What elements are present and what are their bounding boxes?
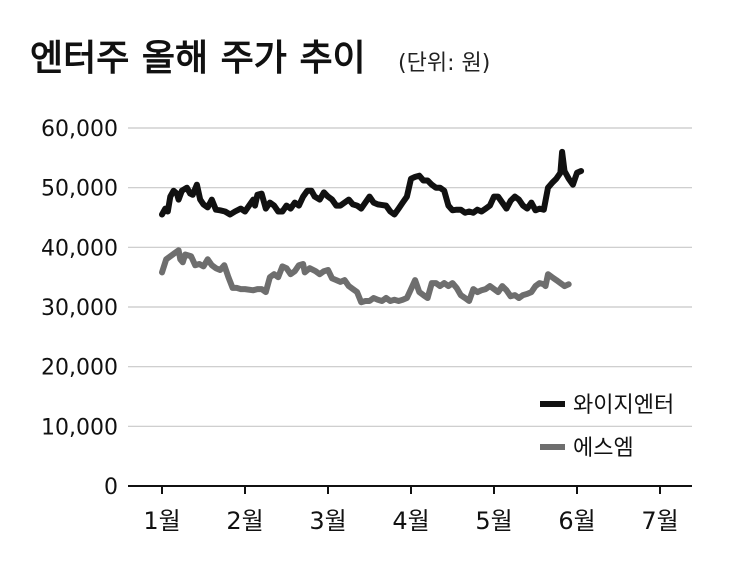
- legend: 와이지엔터 에스엠: [540, 393, 674, 461]
- gridlines: [128, 127, 692, 427]
- x-tick-label: 7월: [641, 507, 678, 535]
- y-tick-label: 10,000: [41, 415, 118, 440]
- x-tick-label: 3월: [309, 507, 346, 535]
- x-tick-label: 4월: [392, 507, 429, 535]
- y-tick-label: 20,000: [41, 356, 118, 381]
- x-tick-label: 1월: [143, 507, 180, 535]
- x-axis: 1월 2월 3월 4월 5월 6월 7월: [128, 485, 692, 535]
- unit-note: (단위: 원): [398, 51, 490, 76]
- y-axis: 60,000 50,000 40,000 30,000 20,000 10,000 0: [41, 117, 118, 500]
- y-tick-label: 40,000: [41, 236, 118, 261]
- y-tick-label: 0: [104, 475, 118, 500]
- x-tick-label: 6월: [558, 507, 595, 535]
- y-tick-label: 60,000: [41, 117, 118, 142]
- series-line-1: [159, 247, 572, 306]
- x-tick-label: 5월: [475, 507, 512, 535]
- y-tick-label: 30,000: [41, 296, 118, 321]
- series-lines: [159, 148, 585, 306]
- x-tick-label: 2월: [226, 507, 263, 535]
- series-line-0: [159, 148, 585, 218]
- legend-label-yg: 와이지엔터: [573, 393, 674, 418]
- legend-label-sm: 에스엠: [573, 436, 634, 461]
- y-tick-label: 50,000: [41, 177, 118, 202]
- chart-title: 엔터주 올해 주가 추이: [30, 38, 366, 79]
